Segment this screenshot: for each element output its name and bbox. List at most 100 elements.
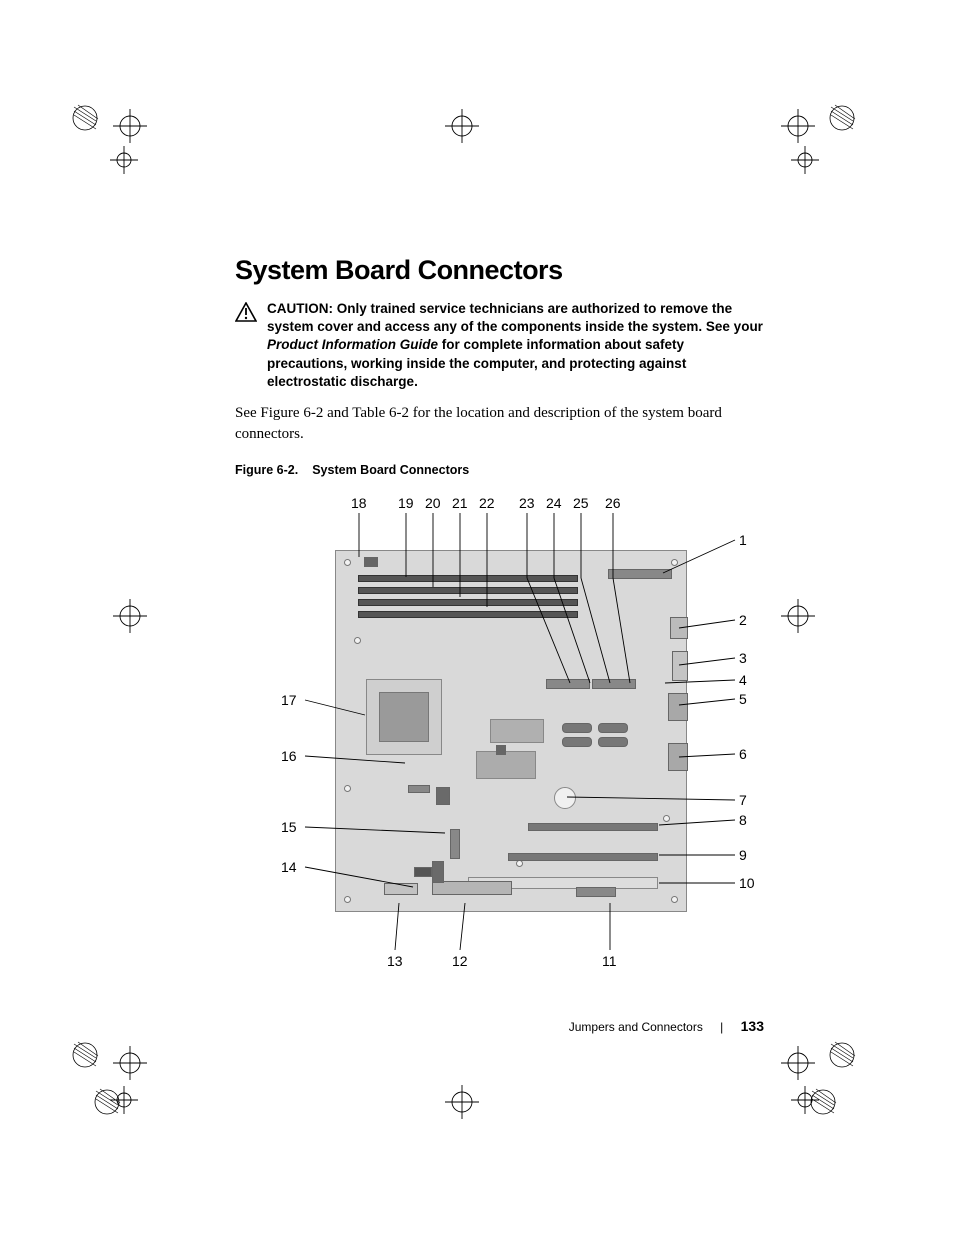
callout-number: 20	[425, 495, 441, 511]
rear-connector	[668, 693, 688, 721]
caution-label: CAUTION:	[267, 301, 333, 316]
connector	[432, 881, 512, 895]
callout-number: 24	[546, 495, 562, 511]
rear-connector	[668, 743, 688, 771]
mount-hole	[516, 860, 523, 867]
callout-number: 15	[281, 819, 297, 835]
crop-mark-hatch-icon	[806, 1085, 840, 1119]
mount-hole	[344, 559, 351, 566]
callout-number: 7	[739, 792, 747, 808]
callout-number: 6	[739, 746, 747, 762]
sata-connector	[598, 723, 628, 733]
figure-title: System Board Connectors	[312, 463, 469, 477]
sata-connector	[598, 737, 628, 747]
crop-mark-cross-icon	[113, 109, 147, 143]
body-paragraph: See Figure 6-2 and Table 6-2 for the loc…	[235, 403, 765, 445]
header	[450, 829, 460, 859]
crop-mark-cross-icon	[445, 1085, 479, 1119]
callout-number: 16	[281, 748, 297, 764]
callout-number: 11	[602, 953, 617, 969]
callout-number: 12	[452, 953, 468, 969]
caution-text: CAUTION: Only trained service technician…	[267, 300, 765, 391]
rear-connector	[672, 651, 688, 681]
expansion-slot	[508, 853, 658, 861]
dimm-slot	[358, 575, 578, 582]
crop-mark-cross-icon	[788, 143, 822, 177]
dimm-slot	[358, 599, 578, 606]
callout-number: 22	[479, 495, 495, 511]
jumper-block	[364, 557, 378, 567]
header	[432, 861, 444, 883]
crop-mark-cross-icon	[113, 599, 147, 633]
crop-mark-hatch-icon	[90, 1085, 124, 1119]
crop-mark-hatch-icon	[68, 1038, 102, 1072]
dimm-slot	[358, 587, 578, 594]
callout-number: 23	[519, 495, 535, 511]
crop-mark-cross-icon	[107, 1083, 141, 1117]
crop-mark-hatch-icon	[825, 1038, 859, 1072]
mount-hole	[671, 896, 678, 903]
crop-mark-cross-icon	[788, 1083, 822, 1117]
crop-mark-cross-icon	[781, 1046, 815, 1080]
connector	[576, 887, 616, 897]
connector	[592, 679, 636, 689]
callout-number: 5	[739, 691, 747, 707]
sata-connector	[562, 737, 592, 747]
caution-icon	[235, 302, 257, 322]
callout-number: 17	[281, 692, 297, 708]
callout-number: 10	[739, 875, 755, 891]
callout-number: 18	[351, 495, 367, 511]
connector	[496, 745, 506, 755]
connector	[608, 569, 672, 579]
mount-hole	[344, 896, 351, 903]
callout-number: 25	[573, 495, 589, 511]
crop-mark-cross-icon	[445, 109, 479, 143]
crop-mark-hatch-icon	[825, 101, 859, 135]
connector	[384, 883, 418, 895]
crop-mark-cross-icon	[781, 599, 815, 633]
figure-diagram: 1819202122232425261234567891017161514131…	[265, 495, 745, 975]
sata-connector	[562, 723, 592, 733]
caution-body-1: Only trained service technicians are aut…	[267, 301, 763, 334]
crop-mark-cross-icon	[107, 143, 141, 177]
callout-number: 21	[452, 495, 468, 511]
figure-caption: Figure 6-2. System Board Connectors	[235, 463, 765, 477]
callout-number: 3	[739, 650, 747, 666]
callout-number: 26	[605, 495, 621, 511]
caution-italic: Product Information Guide	[267, 337, 438, 352]
expansion-slot	[528, 823, 658, 831]
callout-number: 13	[387, 953, 403, 969]
footer-separator: |	[720, 1020, 723, 1034]
figure-number: Figure 6-2.	[235, 463, 298, 477]
crop-mark-cross-icon	[781, 109, 815, 143]
mount-hole	[663, 815, 670, 822]
callout-number: 19	[398, 495, 414, 511]
dimm-slot	[358, 611, 578, 618]
footer-section: Jumpers and Connectors	[569, 1020, 703, 1034]
header	[414, 867, 432, 877]
callout-number: 8	[739, 812, 747, 828]
cpu-socket	[366, 679, 442, 755]
caution-block: CAUTION: Only trained service technician…	[235, 300, 765, 391]
crop-mark-cross-icon	[113, 1046, 147, 1080]
chip	[476, 751, 536, 779]
mount-hole	[671, 559, 678, 566]
connector	[546, 679, 590, 689]
page-heading: System Board Connectors	[235, 255, 765, 286]
callout-number: 14	[281, 859, 297, 875]
header	[436, 787, 450, 805]
callout-number: 2	[739, 612, 747, 628]
battery	[554, 787, 576, 809]
page-footer: Jumpers and Connectors | 133	[569, 1018, 764, 1034]
callout-number: 9	[739, 847, 747, 863]
chip	[490, 719, 544, 743]
callout-number: 1	[739, 532, 747, 548]
footer-page-number: 133	[741, 1018, 764, 1034]
callout-number: 4	[739, 672, 747, 688]
mount-hole	[354, 637, 361, 644]
page-content: System Board Connectors CAUTION: Only tr…	[235, 255, 765, 975]
board-outline	[335, 550, 687, 912]
header	[408, 785, 430, 793]
rear-connector	[670, 617, 688, 639]
mount-hole	[344, 785, 351, 792]
